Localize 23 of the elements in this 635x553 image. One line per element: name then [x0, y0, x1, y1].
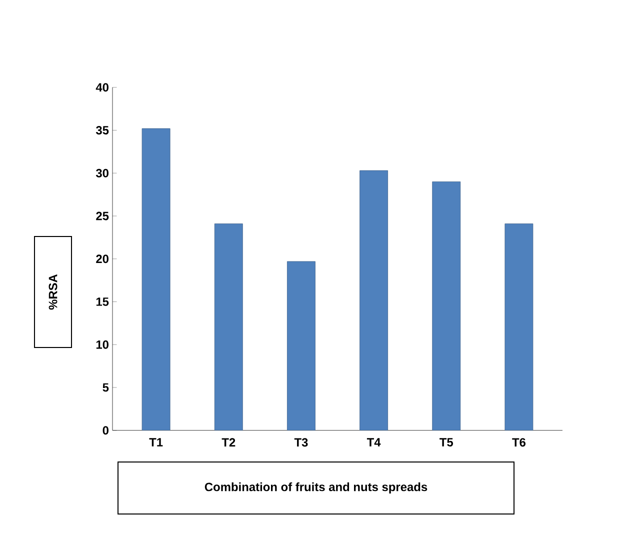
bar — [432, 181, 461, 430]
bar — [504, 224, 534, 430]
bar — [287, 261, 316, 430]
x-tick-label: T3 — [294, 438, 308, 447]
x-tick-label: T4 — [366, 438, 381, 446]
x-tick-label: T6 — [512, 438, 526, 447]
y-axis-title: %RSA — [48, 274, 58, 310]
y-tick-label: 25 — [96, 212, 109, 220]
y-tick-label: 40 — [96, 83, 108, 92]
x-tick-label: T5 — [440, 438, 454, 446]
bar — [214, 224, 243, 430]
y-tick-label: 20 — [96, 254, 108, 264]
y-tick-label: 30 — [96, 168, 108, 178]
y-tick-label: 5 — [102, 383, 109, 392]
x-tick-label: T1 — [149, 438, 163, 446]
y-tick-label: 10 — [96, 340, 108, 349]
y-tick-label: 0 — [102, 426, 108, 435]
bar — [360, 170, 388, 430]
y-tick-label: 35 — [96, 126, 109, 134]
y-tick-label: 15 — [96, 298, 109, 306]
bar — [142, 128, 170, 430]
x-axis-title: Combination of fruits and nuts spreads — [204, 482, 428, 494]
x-tick-label: T2 — [222, 438, 236, 446]
